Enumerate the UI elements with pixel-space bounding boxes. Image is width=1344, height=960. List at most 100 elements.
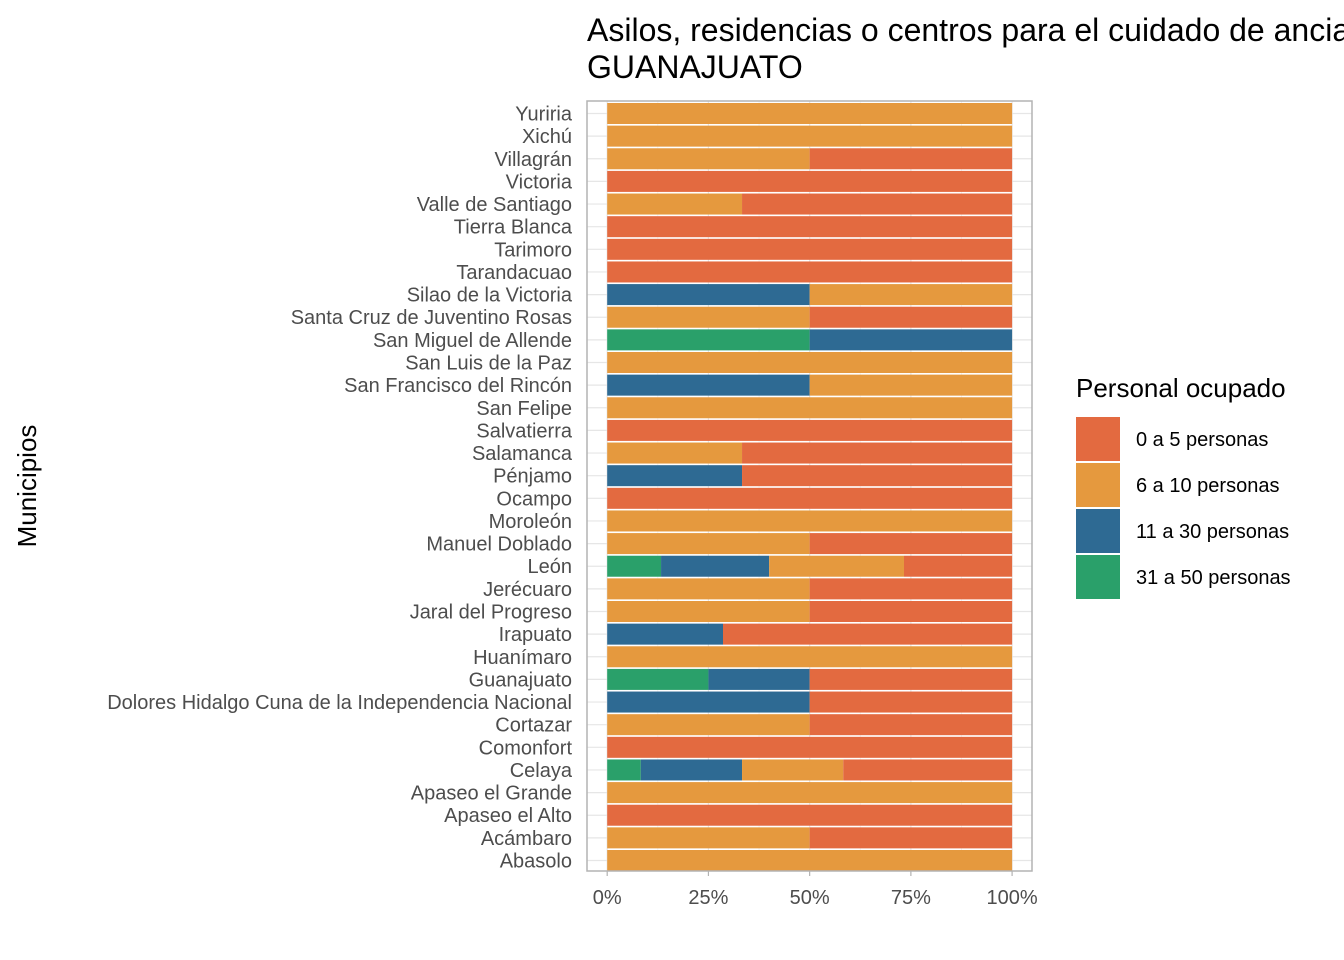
- bar-guanajuato-31-a-50-personas: [607, 668, 709, 690]
- category-label: Xichú: [522, 126, 572, 148]
- legend-label: 11 a 30 personas: [1136, 521, 1289, 543]
- bar-villagran-0-a-5-personas: [809, 148, 1013, 170]
- bar-salvatierra-0-a-5-personas: [607, 419, 1013, 441]
- legend: Personal ocupado 0 a 5 personas 6 a 10 pe…: [1076, 373, 1291, 599]
- x-tick-label: 25%: [688, 887, 728, 909]
- legend-label: 0 a 5 personas: [1136, 429, 1268, 451]
- bar-cortazar-0-a-5-personas: [809, 714, 1013, 736]
- category-label: Villagrán: [495, 149, 572, 171]
- bar-irapuato-11-a-30-personas: [607, 623, 724, 645]
- category-label: Valle de Santiago: [417, 194, 572, 216]
- bar-san-francisco-del-rincon-11-a-30-personas: [607, 374, 810, 396]
- bar-leon-11-a-30-personas: [661, 555, 770, 577]
- bar-villagran-6-a-10-personas: [607, 148, 810, 170]
- category-label: Salvatierra: [476, 420, 572, 442]
- bar-huanimaro-6-a-10-personas: [607, 646, 1013, 668]
- bar-penjamo-0-a-5-personas: [742, 465, 1013, 487]
- bars: [607, 103, 1013, 871]
- bar-tarandacuao-0-a-5-personas: [607, 261, 1013, 283]
- category-label: Silao de la Victoria: [407, 285, 573, 307]
- bar-celaya-6-a-10-personas: [742, 759, 844, 781]
- bar-apaseo-el-grande-6-a-10-personas: [607, 782, 1013, 804]
- legend-swatch-0-a-5-personas: [1076, 417, 1120, 461]
- chart-title: Asilos, residencias o centros para el cu…: [587, 12, 1344, 85]
- category-label: Tarimoro: [494, 239, 572, 261]
- bar-jerecuaro-6-a-10-personas: [607, 578, 810, 600]
- category-label: Acámbaro: [481, 828, 572, 850]
- bar-manuel-doblado-6-a-10-personas: [607, 533, 810, 555]
- y-axis-title: Municipios: [12, 425, 42, 548]
- bar-san-luis-de-la-paz-6-a-10-personas: [607, 352, 1013, 373]
- plot-panel-border: [586, 100, 1033, 872]
- bar-ocampo-0-a-5-personas: [607, 487, 1013, 509]
- bar-leon-0-a-5-personas: [903, 555, 1013, 577]
- bar-celaya-31-a-50-personas: [607, 759, 641, 781]
- category-label: Celaya: [510, 760, 573, 782]
- chart-title-line-1: Asilos, residencias o centros para el cu…: [587, 12, 1344, 48]
- x-tick-label: 0%: [593, 887, 622, 909]
- bar-comonfort-0-a-5-personas: [607, 736, 1013, 758]
- bar-salamanca-6-a-10-personas: [607, 442, 743, 464]
- category-label: Salamanca: [472, 443, 573, 465]
- bar-dolores-hidalgo-cuna-de-la-independencia-nacional-0-a-5-personas: [809, 691, 1013, 713]
- category-label: Ocampo: [496, 488, 572, 510]
- category-label: Apaseo el Grande: [411, 783, 572, 805]
- bar-xichu-6-a-10-personas: [607, 125, 1013, 147]
- category-label: Cortazar: [495, 715, 572, 737]
- category-label: Pénjamo: [493, 466, 572, 488]
- bar-san-miguel-de-allende-31-a-50-personas: [607, 329, 810, 351]
- bar-victoria-0-a-5-personas: [607, 170, 1013, 192]
- x-axis-ticks: 0% 25% 50% 75% 100%: [593, 871, 1038, 909]
- bar-leon-6-a-10-personas: [769, 555, 904, 577]
- bar-guanajuato-0-a-5-personas: [809, 668, 1013, 690]
- category-label: San Francisco del Rincón: [344, 375, 572, 397]
- bar-penjamo-11-a-30-personas: [607, 465, 743, 487]
- x-tick-label: 100%: [987, 887, 1038, 909]
- category-label: San Luis de la Paz: [405, 353, 572, 375]
- x-tick-label: 50%: [790, 887, 830, 909]
- bar-celaya-0-a-5-personas: [843, 759, 1013, 781]
- bar-dolores-hidalgo-cuna-de-la-independencia-nacional-11-a-30-personas: [607, 691, 810, 713]
- x-tick-label: 75%: [891, 887, 931, 909]
- bar-san-miguel-de-allende-11-a-30-personas: [809, 329, 1013, 351]
- bar-san-francisco-del-rincon-6-a-10-personas: [809, 374, 1013, 396]
- bar-abasolo-6-a-10-personas: [607, 850, 1013, 871]
- category-label: Huanímaro: [473, 647, 572, 669]
- bar-jaral-del-progreso-6-a-10-personas: [607, 601, 810, 622]
- bar-acambaro-6-a-10-personas: [607, 827, 810, 849]
- category-label: Moroleón: [489, 511, 572, 533]
- bar-jaral-del-progreso-0-a-5-personas: [809, 601, 1013, 622]
- category-label: Tarandacuao: [456, 262, 572, 284]
- legend-label: 6 a 10 personas: [1136, 475, 1279, 497]
- bar-guanajuato-11-a-30-personas: [708, 668, 810, 690]
- bar-valle-de-santiago-6-a-10-personas: [607, 193, 743, 215]
- bar-apaseo-el-alto-0-a-5-personas: [607, 804, 1013, 826]
- bar-leon-31-a-50-personas: [607, 555, 662, 577]
- bar-irapuato-0-a-5-personas: [723, 623, 1013, 645]
- bar-cortazar-6-a-10-personas: [607, 714, 810, 736]
- bar-san-felipe-6-a-10-personas: [607, 397, 1013, 419]
- category-label: Abasolo: [500, 851, 572, 873]
- bar-santa-cruz-de-juventino-rosas-0-a-5-personas: [809, 306, 1013, 328]
- bar-salamanca-0-a-5-personas: [742, 442, 1013, 464]
- category-label: Irapuato: [499, 624, 572, 646]
- legend-title: Personal ocupado: [1076, 373, 1286, 403]
- legend-label: 31 a 50 personas: [1136, 567, 1291, 589]
- bar-celaya-11-a-30-personas: [640, 759, 743, 781]
- bar-acambaro-0-a-5-personas: [809, 827, 1013, 849]
- category-label: Jaral del Progreso: [410, 602, 572, 624]
- bar-santa-cruz-de-juventino-rosas-6-a-10-personas: [607, 306, 810, 328]
- legend-swatch-11-a-30-personas: [1076, 509, 1120, 553]
- bar-silao-de-la-victoria-6-a-10-personas: [809, 284, 1013, 306]
- category-label: Manuel Doblado: [426, 534, 572, 556]
- category-label: León: [528, 556, 573, 578]
- bar-tarimoro-0-a-5-personas: [607, 238, 1013, 260]
- category-label: Victoria: [506, 171, 573, 193]
- category-label: Jerécuaro: [483, 579, 572, 601]
- category-label: Tierra Blanca: [454, 217, 573, 239]
- bar-moroleon-6-a-10-personas: [607, 510, 1013, 532]
- legend-swatch-31-a-50-personas: [1076, 555, 1120, 599]
- bar-yuriria-6-a-10-personas: [607, 103, 1013, 124]
